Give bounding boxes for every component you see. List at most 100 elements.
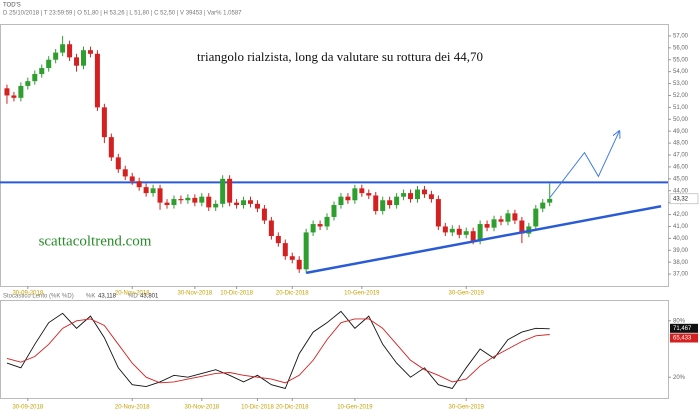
y-tick-label: 38,00 xyxy=(673,260,689,266)
x-tick-label: 30-09-2018 xyxy=(12,405,43,411)
candle-body xyxy=(32,74,38,82)
x-tick-label: 30-Gen-2019 xyxy=(449,405,485,411)
stoch-panel xyxy=(0,300,669,399)
last-value-label: 65,433 xyxy=(673,336,692,342)
candle-body xyxy=(331,205,337,217)
candle-body xyxy=(94,53,100,108)
candle-body xyxy=(296,259,302,270)
candle-body xyxy=(248,200,253,204)
candle-body xyxy=(46,59,52,69)
candle-body xyxy=(352,188,358,201)
y-tick-label: 39,00 xyxy=(673,248,689,254)
candle-body xyxy=(484,224,490,228)
x-tick-label: 30-Nov-2018 xyxy=(184,405,219,411)
x-tick-label: 10-Gen-2019 xyxy=(337,405,373,411)
candle-body xyxy=(324,216,330,227)
symbol: TOD'S xyxy=(3,3,21,9)
projection-arrow xyxy=(549,131,620,199)
quote-info: D 25/10/2018 | T 23:59:59 | O 51,80 | H … xyxy=(3,11,242,17)
last-value-label: 71,467 xyxy=(673,326,692,332)
candle-body xyxy=(192,197,198,203)
x-tick-label: 20-Dic-2018 xyxy=(276,291,309,297)
y-tick-label: 44,00 xyxy=(673,188,689,194)
last-price-box xyxy=(669,193,699,205)
y-tick-label: 51,00 xyxy=(673,105,689,111)
last-price-label: 43,32 xyxy=(673,196,689,202)
candle-body xyxy=(428,194,434,200)
candle-body xyxy=(512,213,518,221)
legend-name: %D xyxy=(128,294,138,300)
candle-body xyxy=(25,81,31,86)
y-tick-label: 49,00 xyxy=(673,129,689,135)
x-tick-label: 20-Nov-2018 xyxy=(115,405,150,411)
candle-body xyxy=(275,235,281,244)
candle-body xyxy=(157,188,163,203)
candle-body xyxy=(261,208,267,221)
x-tick-label: 20-Dic-2018 xyxy=(276,405,309,411)
y-tick-label: 41,00 xyxy=(673,224,689,230)
candle-body xyxy=(11,95,17,98)
candle-body xyxy=(213,203,219,208)
candle-body xyxy=(227,178,233,203)
candle-body xyxy=(39,68,45,75)
legend-readout: 43,118 xyxy=(98,294,117,300)
y-tick-label: 42,00 xyxy=(673,212,689,218)
stoch-line xyxy=(6,310,550,390)
candle-body xyxy=(338,196,344,206)
candle-body xyxy=(387,200,393,206)
x-tick-label: 20-Nov-2018 xyxy=(115,291,150,297)
y-tick-label: 46,00 xyxy=(673,164,689,170)
candle-body xyxy=(150,188,156,194)
candle-body xyxy=(268,220,274,236)
candle-body xyxy=(491,219,497,228)
y-tick-label: 20% xyxy=(673,375,686,381)
candle-body xyxy=(254,203,260,209)
y-tick-label: 56,00 xyxy=(673,45,689,51)
y-tick-label: 53,00 xyxy=(673,81,689,87)
candle-body xyxy=(18,85,24,98)
candle-body xyxy=(456,228,462,235)
candle-body xyxy=(122,169,128,177)
candle-body xyxy=(108,137,114,158)
candle-body xyxy=(220,178,226,204)
candle-body xyxy=(53,52,59,60)
x-tick-label: 10-Gen-2019 xyxy=(344,291,380,297)
stoch-line xyxy=(6,318,550,384)
y-tick-label: 40,00 xyxy=(673,236,689,242)
candle-body xyxy=(449,228,455,233)
candle-body xyxy=(101,107,107,138)
x-tick-label: 30-Gen-2019 xyxy=(449,291,485,297)
last-value-box xyxy=(670,333,698,343)
y-tick-label: 48,00 xyxy=(673,141,689,147)
candle-body xyxy=(463,231,469,235)
candle-body xyxy=(477,224,483,241)
candle-body xyxy=(533,208,539,227)
candle-body xyxy=(4,88,10,96)
trend-line xyxy=(305,204,662,275)
candle-body xyxy=(241,200,247,206)
candle-body xyxy=(87,50,93,54)
candle-body xyxy=(470,231,476,241)
x-tick-label: 10-Dic-2018 xyxy=(241,405,274,411)
x-tick-label: 30-Nov-2018 xyxy=(177,291,212,297)
candle-body xyxy=(143,187,149,194)
candle-body xyxy=(519,220,525,234)
candle-body xyxy=(289,256,295,260)
candle-body xyxy=(136,181,142,188)
stoch-title: Stocastico Lento (%K %D) xyxy=(3,294,74,300)
candle-body xyxy=(317,224,323,227)
candle-body xyxy=(81,50,86,66)
candle-body xyxy=(303,232,309,270)
y-tick-label: 47,00 xyxy=(673,153,689,159)
candle-body xyxy=(505,213,511,222)
candle-body xyxy=(345,196,351,201)
candle-body xyxy=(67,44,73,58)
y-tick-label: 54,00 xyxy=(673,69,689,75)
candle-body xyxy=(540,202,546,209)
candle-body xyxy=(401,193,407,197)
candle-body xyxy=(415,189,420,200)
candle-body xyxy=(408,193,414,200)
candle-body xyxy=(74,57,80,66)
candle-body xyxy=(60,44,66,53)
